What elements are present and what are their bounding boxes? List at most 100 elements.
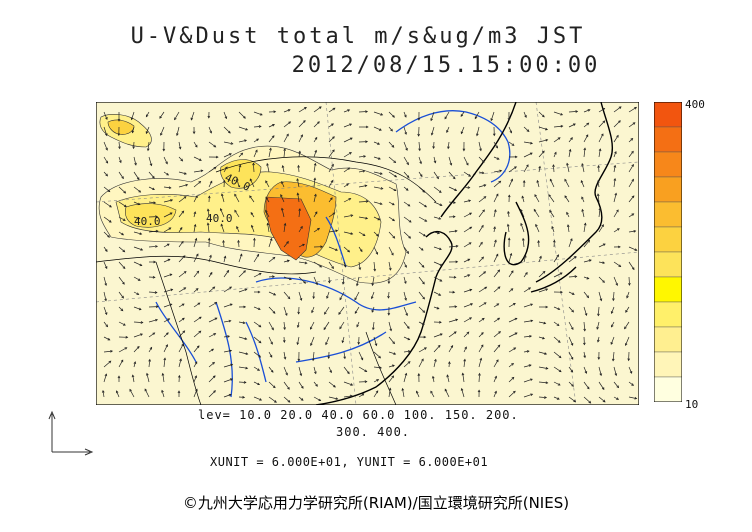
wind-arrow [373, 246, 378, 255]
wind-arrowhead [556, 254, 560, 258]
wind-arrowhead [108, 220, 112, 223]
wind-arrow [283, 381, 290, 390]
wind-arrowhead [587, 239, 591, 243]
wind-arrowhead [469, 226, 473, 230]
wind-arrowhead [598, 207, 602, 211]
wind-arrow [598, 261, 605, 264]
wind-arrowhead [365, 110, 369, 113]
wind-arrowhead [259, 398, 263, 401]
wind-arrowhead [167, 318, 171, 321]
wind-arrowhead [583, 222, 587, 226]
wind-arrowhead [349, 394, 353, 398]
wind-arrowhead [535, 223, 538, 227]
wind-arrow [118, 306, 124, 311]
wind-arrowhead [365, 200, 369, 203]
wind-arrow [493, 286, 501, 293]
wind-arrowhead [481, 256, 485, 260]
wind-arrowhead [597, 357, 601, 360]
wind-arrowhead [583, 342, 586, 346]
wind-arrowhead [107, 189, 111, 193]
wind-arrowhead [104, 266, 108, 270]
colorbar-cell [654, 276, 682, 303]
wind-arrowhead [364, 380, 368, 384]
wind-arrowhead [483, 196, 487, 199]
wind-arrowhead [265, 197, 269, 200]
wind-arrowhead [269, 354, 273, 358]
wind-arrowhead [520, 222, 523, 226]
wind-arrowhead [123, 204, 127, 208]
wind-arrowhead [139, 263, 143, 267]
wind-arrow [597, 306, 600, 316]
wind-arrow [553, 164, 555, 173]
wind-arrow [133, 216, 140, 220]
wind-arrow [343, 109, 350, 113]
wind-arrowhead [468, 242, 472, 245]
wind-arrowhead [180, 158, 184, 162]
wind-arrowhead [479, 357, 483, 361]
wind-arrowhead [249, 178, 253, 182]
wind-arrowhead [483, 271, 487, 274]
wind-arrowhead [554, 151, 557, 155]
wind-arrow [145, 126, 150, 134]
wind-arrowhead [438, 190, 442, 193]
wind-arrowhead [222, 239, 225, 243]
wind-arrowhead [105, 117, 108, 120]
wind-arrowhead [586, 295, 590, 299]
wind-arrowhead [543, 321, 547, 325]
wind-arrowhead [542, 336, 545, 340]
wind-arrow [208, 286, 215, 293]
wind-arrowhead [447, 146, 450, 150]
wind-arrow [493, 193, 499, 203]
wind-arrowhead [616, 209, 619, 213]
wind-arrowhead [614, 373, 618, 377]
wind-arrowhead [213, 390, 216, 393]
wind-arrow [103, 111, 108, 120]
wind-arrow [193, 288, 199, 293]
wind-arrow [474, 111, 480, 119]
wind-arrowhead [104, 312, 108, 316]
wind-arrowhead [206, 208, 210, 212]
wind-arrow [583, 134, 589, 143]
wind-arrow [568, 111, 578, 113]
wind-arrowhead [215, 155, 219, 159]
wind-arrow [298, 396, 304, 401]
wind-arrow [103, 336, 110, 341]
wind-arrowhead [495, 253, 499, 257]
wind-arrowhead [272, 256, 276, 260]
wind-arrow [238, 336, 247, 340]
wind-arrow [583, 122, 589, 128]
wind-arrowhead [131, 374, 135, 378]
wind-arrowhead [573, 256, 577, 259]
wind-arrowhead [125, 335, 129, 339]
wind-arrow [253, 111, 263, 116]
wind-arrowhead [524, 115, 527, 118]
wind-arrow [253, 366, 260, 371]
wind-arrow [403, 231, 411, 239]
wind-arrowhead [586, 276, 590, 280]
wind-arrowhead [195, 195, 198, 199]
wind-arrowhead [155, 245, 159, 248]
wind-arrow [598, 208, 601, 218]
wind-arrow [328, 366, 332, 373]
wind-arrow [613, 366, 617, 376]
wind-arrowhead [273, 110, 277, 114]
wind-arrow [163, 344, 168, 353]
wind-arrowhead [474, 116, 478, 120]
wind-arrow [193, 316, 202, 323]
wind-arrowhead [335, 248, 338, 251]
wind-arrow [448, 319, 458, 323]
wind-arrow [268, 257, 276, 263]
wind-arrowhead [104, 373, 108, 377]
wind-arrowhead [557, 383, 561, 386]
wind-arrow [553, 396, 560, 400]
wind-arrow [253, 396, 262, 401]
wind-arrow [418, 306, 425, 313]
wind-arrowhead [455, 260, 459, 264]
wind-arrowhead [145, 131, 149, 135]
wind-arrow [596, 321, 600, 330]
wind-arrow [567, 224, 570, 233]
wind-arrowhead [269, 237, 273, 241]
wind-arrow [598, 120, 606, 128]
wind-arrowhead [438, 217, 442, 220]
wind-arrowhead [136, 177, 140, 181]
